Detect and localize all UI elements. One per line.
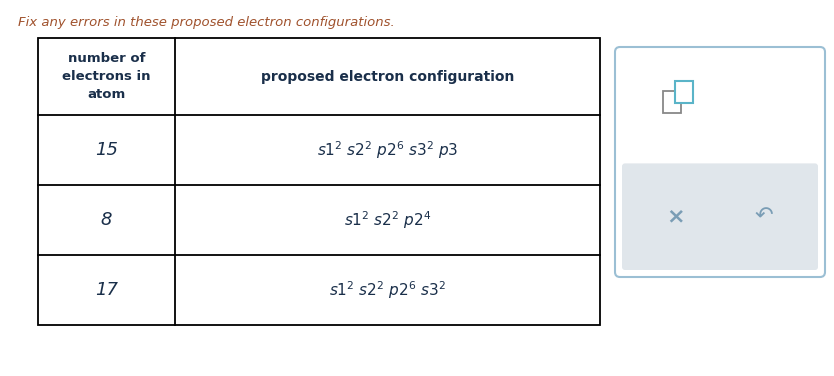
Text: proposed electron configuration: proposed electron configuration [261, 70, 515, 83]
Text: 17: 17 [95, 281, 118, 299]
FancyBboxPatch shape [615, 47, 825, 277]
Text: Fix any errors in these proposed electron configurations.: Fix any errors in these proposed electro… [18, 16, 394, 29]
Text: $s\mathit{1}^{2}$ $s\mathit{2}^{2}$ $p\mathit{2}^{4}$: $s\mathit{1}^{2}$ $s\mathit{2}^{2}$ $p\m… [344, 209, 431, 231]
Bar [675, 81, 693, 103]
Text: number of
electrons in
atom: number of electrons in atom [63, 52, 151, 101]
Text: $s\mathit{1}^{2}$ $s\mathit{2}^{2}$ $p\mathit{2}^{6}$ $s\mathit{3}^{2}$ $p\mathi: $s\mathit{1}^{2}$ $s\mathit{2}^{2}$ $p\m… [317, 139, 458, 161]
Text: $s\mathit{1}^{2}$ $s\mathit{2}^{2}$ $p\mathit{2}^{6}$ $s\mathit{3}^{2}$: $s\mathit{1}^{2}$ $s\mathit{2}^{2}$ $p\m… [329, 279, 446, 301]
Text: 8: 8 [101, 211, 113, 229]
FancyBboxPatch shape [622, 164, 818, 270]
Text: ↶: ↶ [755, 207, 773, 227]
Bar [663, 91, 681, 113]
Bar [38, 38, 600, 325]
Text: ×: × [666, 207, 686, 227]
Text: 15: 15 [95, 141, 118, 159]
